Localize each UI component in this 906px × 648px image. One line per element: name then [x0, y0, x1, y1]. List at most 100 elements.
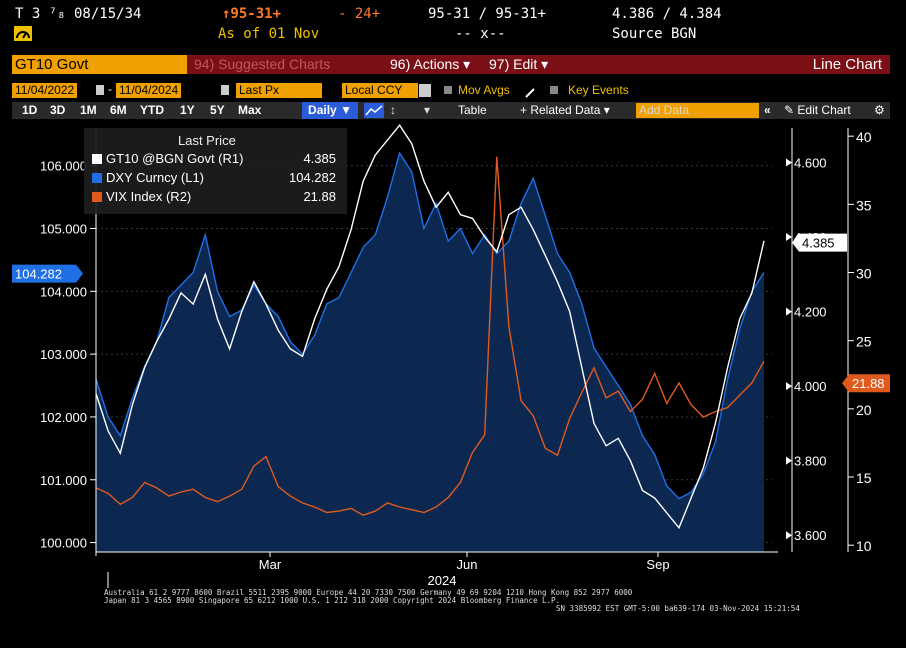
right1-tick-label: 4.600 [794, 155, 827, 170]
right1-value-flag [792, 233, 847, 252]
legend-value: 104.282 [289, 170, 336, 185]
calendar-icon[interactable] [221, 85, 229, 95]
right2-value-flag [842, 374, 890, 393]
left-value-flag [12, 264, 83, 283]
footer-contacts-2: Japan 81 3 4565 8900 Singapore 65 6212 1… [104, 596, 561, 605]
field-select[interactable]: Last Px [236, 83, 322, 98]
date-separator: - [108, 82, 112, 96]
bid-ask: ↑95-31+ [222, 6, 282, 22]
toolbar: GT10 Govt 94) Suggested Charts 96) Actio… [12, 55, 890, 74]
suggested-charts-button[interactable]: 94) Suggested Charts [194, 56, 331, 72]
legend-value: 21.88 [303, 189, 336, 204]
left-tick-label: 105.000 [40, 222, 87, 237]
right1-tick [786, 158, 792, 167]
date-range-bar: 11/04/2022 - 11/04/2024 Last Px Local CC… [12, 82, 890, 99]
legend-title: Last Price [178, 133, 236, 148]
series-line [95, 124, 765, 530]
related-data-button[interactable]: + Related Data ▾ [520, 103, 610, 117]
range-button-ytd[interactable]: YTD [140, 103, 164, 117]
right2-value-flag-label: 21.88 [852, 376, 885, 391]
left-tick-label: 102.000 [40, 410, 87, 425]
pencil-icon[interactable] [524, 84, 536, 103]
legend-label: VIX Index (R2) [106, 189, 192, 204]
right1-value-flag-label: 4.385 [802, 236, 835, 251]
add-data-input[interactable]: Add Data [636, 103, 759, 118]
legend-label: GT10 @BGN Govt (R1) [106, 151, 244, 166]
edit-menu[interactable]: 97) Edit ▾ [489, 56, 549, 72]
left-value-flag-label: 104.282 [15, 267, 62, 282]
price-change: - 24+ [338, 6, 381, 22]
right2-tick-label: 20 [856, 402, 872, 418]
end-date-input[interactable]: 11/04/2024 [116, 83, 182, 98]
price-pair: 95-31 / 95-31+ [428, 6, 547, 22]
legend-swatch [92, 154, 102, 164]
edit-chart-button[interactable]: ✎ Edit Chart [784, 102, 851, 119]
period-select[interactable]: Daily ▼ [302, 102, 358, 119]
legend-label: DXY Curncy (L1) [106, 170, 205, 185]
legend [84, 128, 347, 214]
mov-avgs-toggle[interactable]: Mov Avgs [458, 83, 510, 97]
dropdown-arrow-icon[interactable]: ▾ [424, 103, 431, 117]
legend-swatch [92, 173, 102, 183]
right2-tick-label: 10 [856, 538, 872, 554]
range-button-6m[interactable]: 6M [110, 103, 127, 117]
x-marker: -- x-- [455, 26, 506, 42]
range-button-1m[interactable]: 1M [80, 103, 97, 117]
right2-tick-label: 25 [856, 334, 872, 350]
security-input[interactable]: GT10 Govt [12, 55, 187, 74]
range-button-max[interactable]: Max [238, 103, 262, 117]
range-button-1y[interactable]: 1Y [180, 103, 195, 117]
range-button-3d[interactable]: 3D [50, 103, 66, 117]
ticker-code: T 3 ⁷₈ 08/15/34 [15, 6, 142, 22]
right1-tick [786, 382, 792, 391]
chart-type-label[interactable]: Line Chart [812, 56, 882, 73]
right1-tick [786, 531, 792, 540]
currency-select[interactable]: Local CCY [342, 83, 418, 98]
calendar-icon[interactable] [96, 85, 104, 95]
gauge-icon[interactable] [14, 26, 32, 41]
key-events-toggle[interactable]: Key Events [568, 83, 629, 97]
collapse-icon[interactable]: « [764, 103, 771, 117]
right1-tick [786, 307, 792, 316]
right1-tick-label: 3.600 [794, 528, 827, 543]
left-tick-label: 100.000 [40, 536, 87, 551]
line-chart: 100.000101.000102.000103.000104.000105.0… [12, 124, 890, 588]
legend-swatch [92, 192, 102, 202]
right1-tick [786, 233, 792, 242]
source-label: Source BGN [612, 26, 697, 42]
left-tick-label: 104.000 [40, 284, 87, 299]
actions-menu[interactable]: 96) Actions ▾ [390, 56, 471, 72]
edit-chart-label: Edit Chart [797, 103, 851, 117]
legend-item: DXY Curncy (L1) [92, 170, 204, 185]
checkbox[interactable] [550, 86, 558, 94]
pencil-icon: ✎ [784, 103, 795, 117]
candle-icon[interactable]: ↕ [390, 103, 396, 117]
dropdown-arrow-icon[interactable] [419, 84, 431, 97]
range-button-5y[interactable]: 5Y [210, 103, 225, 117]
right1-tick-label: 4.000 [794, 379, 827, 394]
x-year-label: 2024 [428, 573, 457, 588]
yield-pair: 4.386 / 4.384 [612, 6, 722, 22]
start-date-input[interactable]: 11/04/2022 [12, 83, 78, 98]
right2-tick-label: 30 [856, 266, 872, 282]
gear-icon[interactable]: ⚙ [874, 103, 885, 117]
x-tick-label: Jun [457, 557, 478, 572]
range-button-1d[interactable]: 1D [22, 103, 38, 117]
series-line [95, 151, 765, 500]
series-line [95, 156, 765, 516]
right2-tick-label: 15 [856, 470, 872, 486]
checkbox[interactable] [444, 86, 452, 94]
line-chart-icon[interactable] [364, 103, 384, 118]
range-bar: 1D 3D 1M 6M YTD 1Y 5Y Max Daily ▼ ↕ ▾ Table + R… [12, 102, 890, 119]
series-area [96, 153, 764, 552]
x-tick-label: Sep [646, 557, 669, 572]
as-of-date: As of 01 Nov [218, 26, 320, 42]
footer-contacts: Australia 61 2 9777 8600 Brazil 5511 239… [104, 588, 633, 597]
x-tick-label: Mar [259, 557, 282, 572]
right1-tick [786, 456, 792, 465]
table-button[interactable]: Table [458, 103, 487, 117]
legend-item: GT10 @BGN Govt (R1) [92, 151, 243, 166]
right1-tick-label: 4.200 [794, 305, 827, 320]
left-tick-label: 106.000 [40, 159, 87, 174]
right2-tick-label: 35 [856, 197, 872, 213]
